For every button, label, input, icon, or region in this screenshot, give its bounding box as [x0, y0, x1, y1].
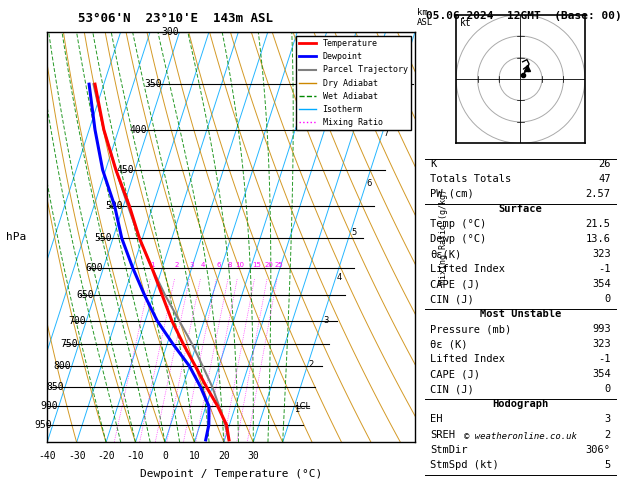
- Text: 6: 6: [216, 262, 221, 268]
- Text: 26: 26: [598, 159, 611, 169]
- Text: 47: 47: [598, 174, 611, 184]
- Text: -30: -30: [68, 451, 86, 461]
- Text: -10: -10: [126, 451, 144, 461]
- Text: 2.57: 2.57: [586, 189, 611, 199]
- Text: 354: 354: [592, 369, 611, 380]
- Text: 8: 8: [228, 262, 232, 268]
- Text: 20: 20: [265, 262, 274, 268]
- Text: 993: 993: [592, 324, 611, 334]
- Text: 850: 850: [47, 382, 64, 392]
- Text: SREH: SREH: [430, 430, 455, 439]
- Text: 21.5: 21.5: [586, 219, 611, 229]
- Text: 550: 550: [95, 233, 113, 243]
- Text: 53°06'N  23°10'E  143m ASL: 53°06'N 23°10'E 143m ASL: [79, 13, 274, 25]
- Text: Mixing Ratio (g/kg): Mixing Ratio (g/kg): [439, 190, 448, 284]
- Text: 700: 700: [68, 315, 86, 326]
- Text: 3: 3: [189, 262, 194, 268]
- Text: Dewp (°C): Dewp (°C): [430, 234, 487, 244]
- Text: 306°: 306°: [586, 445, 611, 454]
- Text: 20: 20: [218, 451, 230, 461]
- Text: 05.06.2024  12GMT  (Base: 00): 05.06.2024 12GMT (Base: 00): [426, 11, 622, 21]
- Text: 2: 2: [604, 430, 611, 439]
- Text: 354: 354: [592, 279, 611, 289]
- Text: 900: 900: [40, 401, 58, 411]
- Text: hPa: hPa: [6, 232, 26, 242]
- Text: 4: 4: [337, 273, 342, 282]
- Text: Surface: Surface: [499, 204, 542, 214]
- Text: Lifted Index: Lifted Index: [430, 264, 505, 274]
- Text: 350: 350: [145, 79, 162, 89]
- Text: StmSpd (kt): StmSpd (kt): [430, 460, 499, 469]
- Text: LCL: LCL: [295, 402, 310, 411]
- Text: 30: 30: [247, 451, 259, 461]
- Text: Pressure (mb): Pressure (mb): [430, 324, 511, 334]
- Text: 2: 2: [175, 262, 179, 268]
- Text: 323: 323: [592, 339, 611, 349]
- Text: CIN (J): CIN (J): [430, 384, 474, 395]
- Text: km
ASL: km ASL: [417, 8, 433, 28]
- Text: 500: 500: [105, 201, 123, 211]
- Text: 25: 25: [275, 262, 284, 268]
- Text: EH: EH: [430, 415, 443, 424]
- Text: θε(K): θε(K): [430, 249, 462, 259]
- Text: 450: 450: [117, 165, 135, 175]
- Text: 5: 5: [352, 227, 357, 237]
- Legend: Temperature, Dewpoint, Parcel Trajectory, Dry Adiabat, Wet Adiabat, Isotherm, Mi: Temperature, Dewpoint, Parcel Trajectory…: [296, 36, 411, 130]
- Text: © weatheronline.co.uk: © weatheronline.co.uk: [464, 432, 577, 441]
- Text: 10: 10: [235, 262, 244, 268]
- Text: 0: 0: [604, 294, 611, 304]
- Text: 8: 8: [401, 73, 407, 82]
- Text: 3: 3: [604, 415, 611, 424]
- Text: PW (cm): PW (cm): [430, 189, 474, 199]
- Text: 950: 950: [35, 420, 52, 430]
- Text: 323: 323: [592, 249, 611, 259]
- Text: 750: 750: [60, 339, 78, 349]
- Text: 4: 4: [201, 262, 205, 268]
- Text: Lifted Index: Lifted Index: [430, 354, 505, 364]
- Text: Totals Totals: Totals Totals: [430, 174, 511, 184]
- Text: Most Unstable: Most Unstable: [480, 309, 561, 319]
- Text: K: K: [430, 159, 437, 169]
- Text: Hodograph: Hodograph: [493, 399, 548, 410]
- Text: CIN (J): CIN (J): [430, 294, 474, 304]
- Text: 600: 600: [85, 263, 103, 273]
- Text: 650: 650: [76, 290, 94, 300]
- Text: 13.6: 13.6: [586, 234, 611, 244]
- Text: 7: 7: [383, 129, 389, 138]
- Text: 400: 400: [130, 125, 147, 135]
- Text: 300: 300: [162, 27, 179, 36]
- Text: -1: -1: [598, 264, 611, 274]
- Text: 0: 0: [162, 451, 168, 461]
- Text: kt: kt: [460, 18, 472, 29]
- Text: -20: -20: [97, 451, 115, 461]
- Text: 2: 2: [309, 360, 314, 368]
- Text: CAPE (J): CAPE (J): [430, 279, 481, 289]
- Text: 10: 10: [189, 451, 200, 461]
- Text: 1: 1: [150, 262, 155, 268]
- Text: 0: 0: [604, 384, 611, 395]
- Text: -1: -1: [598, 354, 611, 364]
- Text: 1: 1: [294, 405, 299, 414]
- Text: 6: 6: [367, 179, 372, 189]
- Text: Dewpoint / Temperature (°C): Dewpoint / Temperature (°C): [140, 469, 322, 479]
- Text: θε (K): θε (K): [430, 339, 468, 349]
- Text: 5: 5: [604, 460, 611, 469]
- Text: 15: 15: [252, 262, 261, 268]
- Text: 3: 3: [323, 316, 328, 325]
- Text: StmDir: StmDir: [430, 445, 468, 454]
- Text: 800: 800: [53, 361, 71, 371]
- Text: CAPE (J): CAPE (J): [430, 369, 481, 380]
- Text: Temp (°C): Temp (°C): [430, 219, 487, 229]
- Text: -40: -40: [38, 451, 56, 461]
